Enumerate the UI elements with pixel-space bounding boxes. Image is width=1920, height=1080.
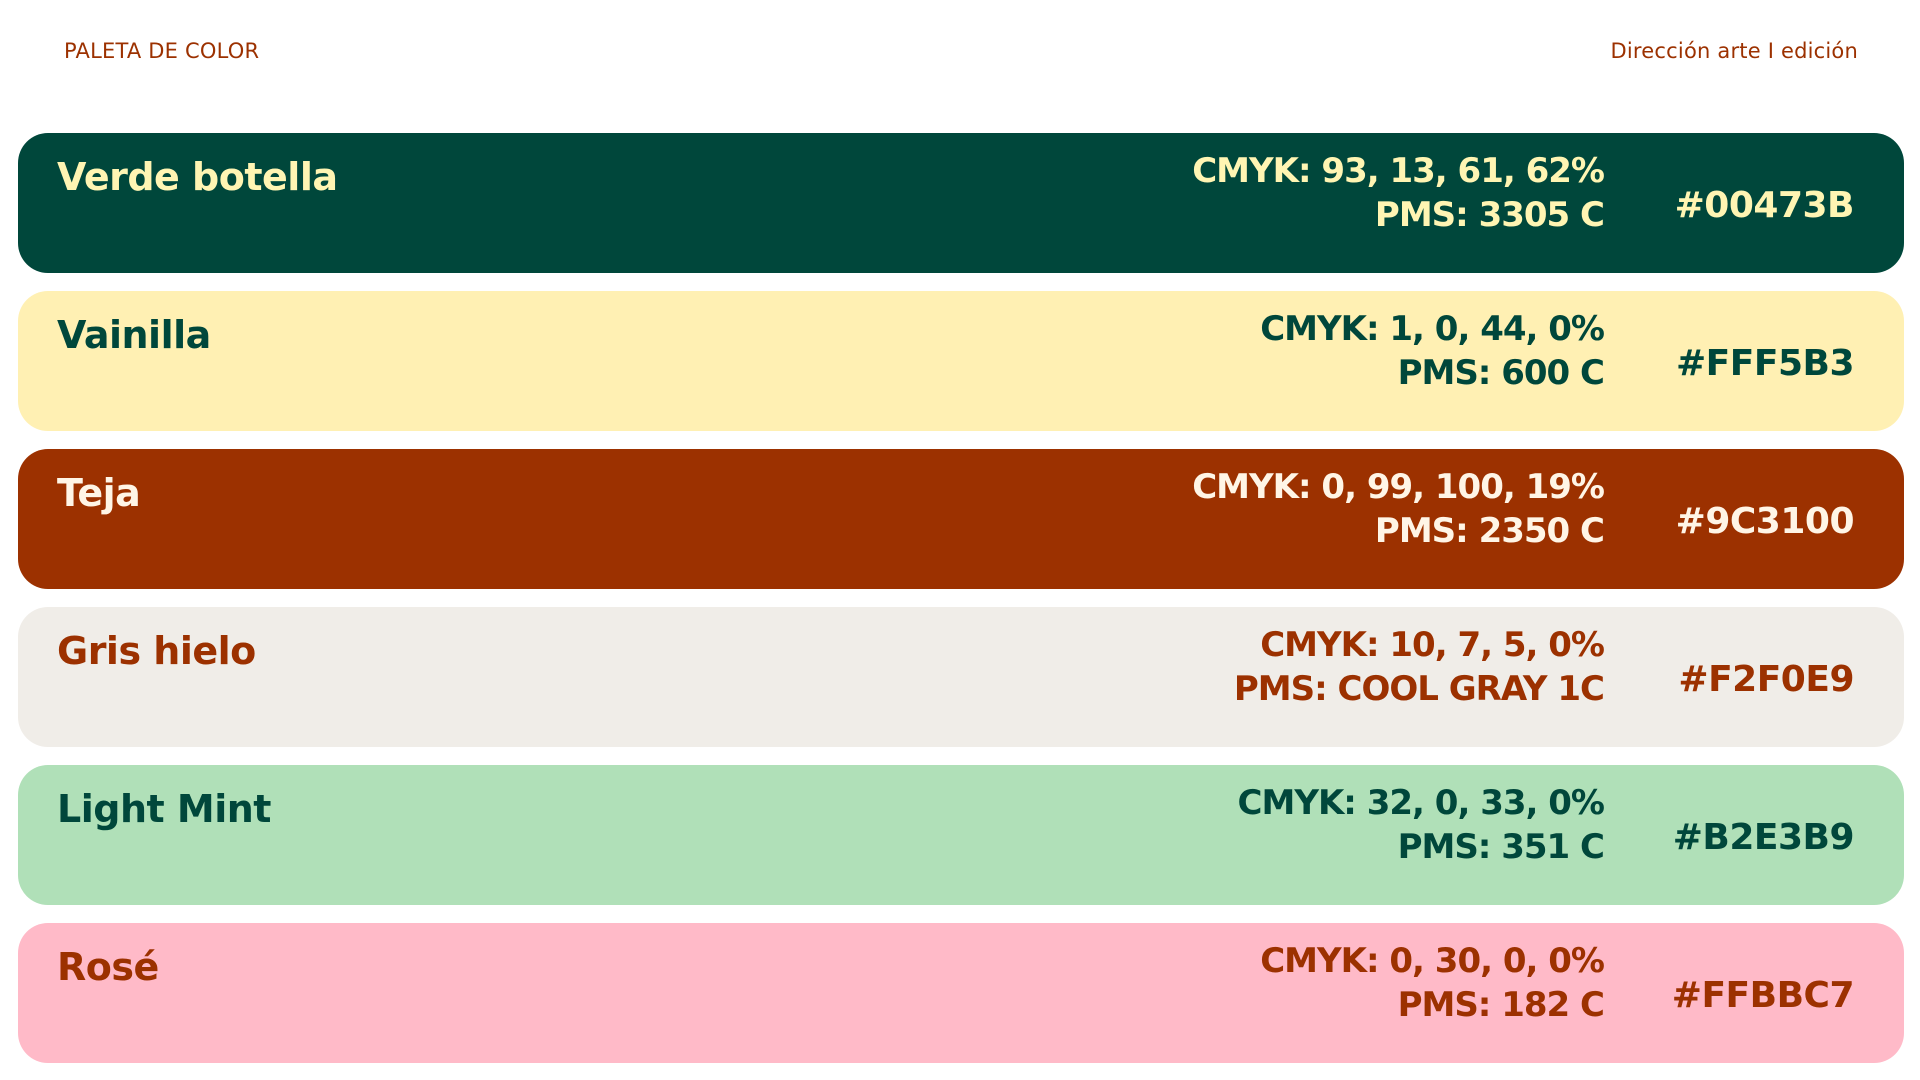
- swatch-vainilla: Vainilla CMYK: 1, 0, 44, 0% PMS: 600 C #…: [18, 291, 1904, 431]
- swatch-hex: #00473B: [1674, 185, 1855, 226]
- swatch-cmyk: CMYK: 93, 13, 61, 62%: [1192, 151, 1605, 191]
- swatch-teja: Teja CMYK: 0, 99, 100, 19% PMS: 2350 C #…: [18, 449, 1904, 589]
- swatch-pms: PMS: 3305 C: [1374, 195, 1605, 235]
- swatch-gris-hielo: Gris hielo CMYK: 10, 7, 5, 0% PMS: COOL …: [18, 607, 1904, 747]
- swatch-light-mint: Light Mint CMYK: 32, 0, 33, 0% PMS: 351 …: [18, 765, 1904, 905]
- swatch-name: Light Mint: [57, 787, 271, 831]
- swatch-cmyk: CMYK: 10, 7, 5, 0%: [1260, 625, 1605, 665]
- swatch-name: Rosé: [57, 945, 159, 989]
- swatch-name: Gris hielo: [57, 629, 256, 673]
- swatch-hex: #9C3100: [1675, 501, 1855, 542]
- swatch-cmyk: CMYK: 0, 30, 0, 0%: [1260, 941, 1605, 981]
- swatch-name: Vainilla: [57, 313, 211, 357]
- swatch-hex: #FFF5B3: [1676, 343, 1854, 384]
- swatch-pms: PMS: 600 C: [1397, 353, 1605, 393]
- page-subtitle: Dirección arte I edición: [1610, 39, 1858, 63]
- swatch-name: Verde botella: [57, 155, 338, 199]
- swatch-verde-botella: Verde botella CMYK: 93, 13, 61, 62% PMS:…: [18, 133, 1904, 273]
- swatch-rose: Rosé CMYK: 0, 30, 0, 0% PMS: 182 C #FFBB…: [18, 923, 1904, 1063]
- swatch-pms: PMS: 182 C: [1397, 985, 1605, 1025]
- swatch-cmyk: CMYK: 1, 0, 44, 0%: [1260, 309, 1605, 349]
- swatch-pms: PMS: 2350 C: [1374, 511, 1605, 551]
- swatch-cmyk: CMYK: 0, 99, 100, 19%: [1192, 467, 1605, 507]
- swatch-hex: #FFBBC7: [1671, 975, 1855, 1016]
- swatch-pms: PMS: 351 C: [1397, 827, 1605, 867]
- swatch-name: Teja: [57, 471, 141, 515]
- swatch-hex: #B2E3B9: [1672, 817, 1855, 858]
- swatch-pms: PMS: COOL GRAY 1C: [1233, 669, 1605, 709]
- page-title: PALETA DE COLOR: [64, 39, 260, 63]
- swatch-cmyk: CMYK: 32, 0, 33, 0%: [1237, 783, 1605, 823]
- swatch-hex: #F2F0E9: [1678, 659, 1854, 700]
